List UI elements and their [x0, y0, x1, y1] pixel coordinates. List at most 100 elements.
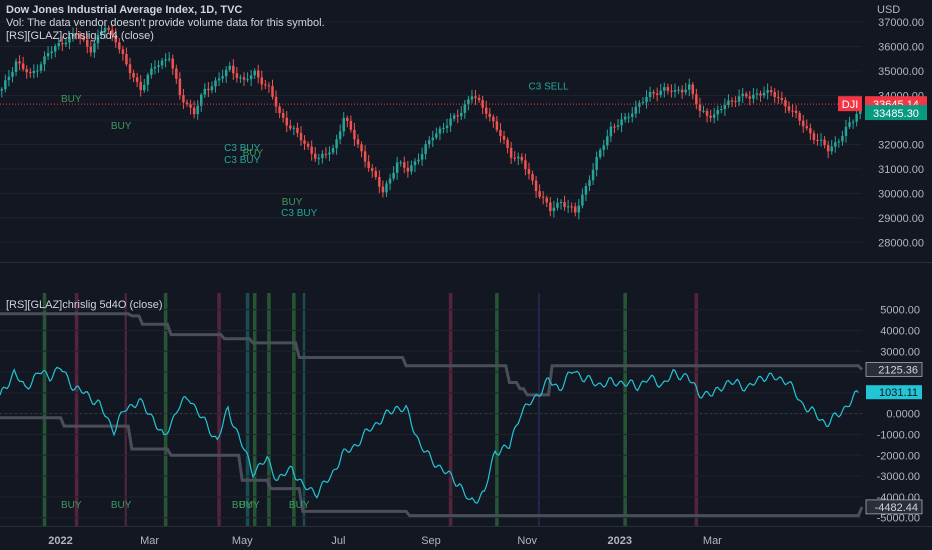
- candle-body: [663, 87, 666, 91]
- candle-body: [313, 153, 317, 159]
- candle-body: [182, 95, 185, 103]
- candle-body: [256, 70, 260, 78]
- signal-bands: [42, 293, 699, 526]
- osc-grid: [0, 309, 862, 519]
- candle-body: [684, 89, 687, 93]
- candle-body: [367, 161, 370, 169]
- candle-body: [235, 73, 239, 78]
- candle-body: [517, 156, 520, 159]
- candle-body: [481, 100, 484, 108]
- candle-body: [175, 68, 178, 79]
- indicator-legend[interactable]: [RS][GLAZ]chrislig.5d4 (close): [6, 30, 154, 42]
- time-axis-divider: [0, 526, 932, 527]
- candle-body: [363, 151, 367, 162]
- candle-body: [809, 128, 812, 134]
- candle-body: [506, 139, 509, 148]
- candle-body: [39, 64, 43, 71]
- candle-body: [438, 128, 442, 134]
- time-axis[interactable]: 2022 Mar May Jul Sep Nov 2023 Mar: [48, 535, 722, 547]
- price-signal-label: BUY: [61, 94, 82, 105]
- signal-band: [252, 293, 257, 526]
- volume-note: Vol: The data vendor doesn't provide vol…: [6, 17, 325, 29]
- symbol-tag-bg: [838, 96, 862, 112]
- candle-body: [374, 170, 378, 177]
- candle-body: [723, 105, 727, 110]
- time-tick-label: Mar: [140, 535, 159, 547]
- candle-body: [221, 76, 224, 79]
- candle-body: [659, 90, 662, 95]
- candle-body: [627, 116, 630, 118]
- candle-body: [509, 147, 513, 158]
- candle-body: [456, 115, 459, 117]
- candle-body: [78, 34, 82, 38]
- candle-body: [153, 66, 157, 69]
- candle-body: [100, 31, 103, 35]
- candle-body: [652, 91, 655, 94]
- candle-body: [830, 146, 833, 152]
- signal-band: [217, 293, 221, 526]
- candle-body: [741, 93, 744, 97]
- candle-body: [527, 169, 531, 175]
- candle-body: [167, 58, 171, 60]
- candle-body: [64, 42, 68, 45]
- candle-body: [638, 102, 641, 107]
- candle-body: [513, 157, 516, 159]
- candle-body: [541, 196, 545, 198]
- candle-body: [264, 84, 267, 86]
- candle-body: [228, 65, 231, 70]
- candle-body: [185, 102, 189, 105]
- candle-body: [89, 46, 93, 53]
- candle-body: [673, 90, 677, 92]
- candle-body: [737, 96, 741, 102]
- candle-body: [224, 69, 228, 77]
- candle-body: [773, 92, 776, 97]
- candle-body: [784, 100, 787, 107]
- last-price-tag-bg: [865, 105, 927, 121]
- candle-body: [588, 180, 591, 186]
- candle-body: [727, 100, 730, 106]
- candle-body: [631, 113, 634, 117]
- signal-band: [124, 293, 127, 526]
- pane-divider[interactable]: [0, 262, 932, 263]
- candle-body: [378, 176, 381, 187]
- candle-body: [32, 70, 36, 74]
- candle-body: [762, 92, 766, 96]
- candle-body: [538, 191, 541, 197]
- price-signal-label: C3 BUY: [224, 155, 260, 166]
- oscillator-line: [0, 366, 859, 504]
- candle-body: [445, 125, 449, 128]
- candle-body: [734, 100, 737, 102]
- candle-body: [68, 36, 71, 43]
- signal-band: [267, 293, 271, 526]
- candle-body: [7, 76, 11, 81]
- oscillator-legend[interactable]: [RS][GLAZ]chrislig 5d4O (close): [6, 299, 163, 311]
- candle-body: [474, 96, 477, 98]
- price-axis[interactable]: 37000.0036000.0035000.0034000.0032000.00…: [838, 4, 927, 249]
- candle-body: [823, 139, 826, 146]
- price-signal-label: C3 BUY: [224, 143, 260, 154]
- signal-band: [495, 293, 499, 526]
- candle-body: [584, 185, 588, 195]
- candle-body: [46, 53, 50, 57]
- candle-body: [21, 63, 25, 70]
- candle-body: [274, 96, 278, 107]
- candle-body: [207, 88, 210, 91]
- candle-body: [310, 146, 313, 154]
- candle-body: [150, 68, 153, 75]
- candle-body: [844, 126, 848, 136]
- candle-body: [342, 117, 345, 132]
- signal-band: [74, 293, 79, 526]
- candle-body: [306, 143, 310, 147]
- candle-body: [581, 194, 584, 206]
- candle-body: [239, 77, 242, 79]
- candle-body: [232, 65, 235, 74]
- symbol-tag: DJI: [842, 99, 859, 111]
- candle-body: [96, 34, 100, 44]
- candle-body: [203, 88, 207, 95]
- candle-body: [242, 77, 246, 80]
- osc-axis[interactable]: 5000.004000.003000.002000.000.0000-1000.…: [865, 305, 923, 525]
- signal-band: [448, 293, 453, 526]
- candle-body: [559, 201, 563, 203]
- candle-body: [680, 89, 684, 93]
